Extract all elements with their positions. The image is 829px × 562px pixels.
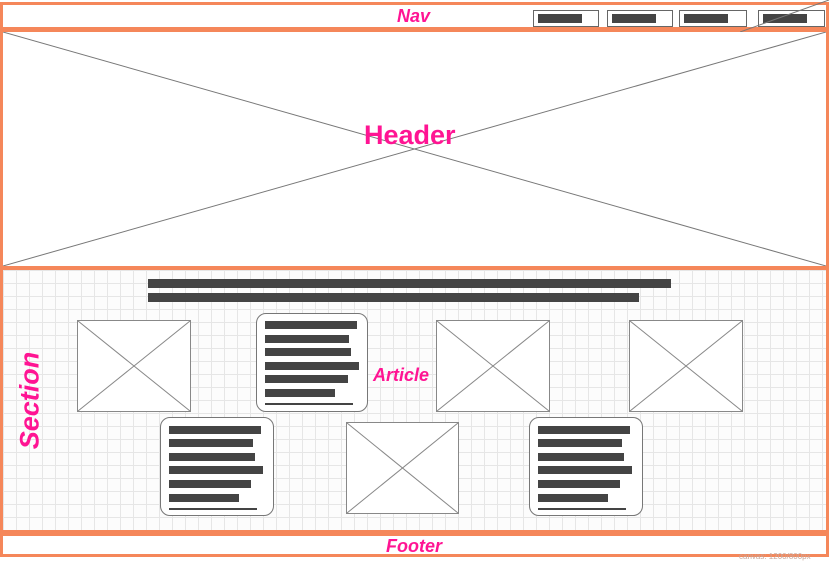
image-placeholder xyxy=(346,422,459,514)
header-image-placeholder xyxy=(3,32,826,266)
image-placeholder xyxy=(77,320,191,412)
image-placeholder xyxy=(436,320,550,412)
footer-zone xyxy=(0,533,829,557)
image-placeholder xyxy=(629,320,743,412)
nav-link-2[interactable] xyxy=(607,10,673,27)
section-label: Section xyxy=(14,351,45,450)
article-card[interactable] xyxy=(529,417,643,516)
header-label: Header xyxy=(364,120,456,150)
article-card[interactable] xyxy=(256,313,368,412)
header-diagonal-extension xyxy=(740,0,829,32)
nav-link-3[interactable] xyxy=(679,10,747,27)
article-card[interactable] xyxy=(160,417,274,516)
article-label: Article xyxy=(373,365,430,385)
nav-link-1[interactable] xyxy=(533,10,599,27)
nav-label: Nav xyxy=(397,6,431,26)
nav-zone xyxy=(0,2,829,30)
section-heading-line-2 xyxy=(148,293,639,302)
canvas-size-note: canvas: 1200/800px xyxy=(739,552,811,561)
footer-label: Footer xyxy=(386,536,442,556)
nav-link-4[interactable] xyxy=(758,10,825,27)
section-heading-line-1 xyxy=(148,279,671,288)
